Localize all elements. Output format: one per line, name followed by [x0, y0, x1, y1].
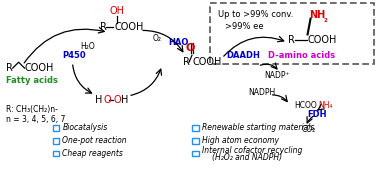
Text: H: H — [121, 95, 129, 105]
Text: NH₄: NH₄ — [319, 101, 333, 110]
Text: NADPH: NADPH — [248, 89, 275, 98]
Text: D-amino acids: D-amino acids — [268, 51, 335, 60]
Text: R: R — [183, 57, 190, 67]
Text: R: R — [6, 63, 12, 73]
Text: R: R — [100, 22, 107, 32]
Text: COOH: COOH — [25, 63, 54, 73]
Text: One-pot reaction: One-pot reaction — [62, 136, 127, 145]
Text: H: H — [95, 95, 103, 105]
Text: COOH: COOH — [193, 57, 222, 67]
Text: COOH: COOH — [114, 22, 144, 32]
Bar — [53, 125, 59, 131]
Text: CO₂: CO₂ — [302, 125, 316, 134]
Bar — [53, 150, 59, 156]
Text: High atom economy: High atom economy — [202, 136, 279, 145]
Text: NADP⁺: NADP⁺ — [265, 71, 290, 80]
Text: (H₂O₂ and NADPH): (H₂O₂ and NADPH) — [212, 153, 282, 162]
Bar — [192, 150, 199, 156]
Text: HAO: HAO — [168, 38, 189, 47]
Text: OH: OH — [110, 6, 125, 16]
Text: >99% ee: >99% ee — [225, 22, 263, 31]
Text: Fatty acids: Fatty acids — [6, 76, 57, 85]
Text: DAADH: DAADH — [226, 51, 260, 60]
Text: HCOO: HCOO — [294, 101, 318, 110]
Text: R: R — [288, 35, 294, 45]
Text: Biocatalysis: Biocatalysis — [62, 123, 108, 132]
Text: O: O — [113, 95, 121, 105]
Text: R: CH₃(CH₂)n-: R: CH₃(CH₂)n- — [6, 105, 57, 114]
Text: n = 3, 4, 5, 6, 7: n = 3, 4, 5, 6, 7 — [6, 115, 65, 124]
Text: NH: NH — [310, 10, 326, 20]
Bar — [192, 138, 199, 144]
Text: COOH: COOH — [308, 35, 337, 45]
Text: Cheap reagents: Cheap reagents — [62, 149, 123, 158]
Text: P450: P450 — [62, 51, 86, 60]
Text: Up to >99% conv.: Up to >99% conv. — [218, 10, 293, 19]
Text: FDH: FDH — [308, 110, 327, 119]
Text: H₂O: H₂O — [81, 42, 95, 51]
Text: O₂: O₂ — [152, 34, 161, 43]
Text: O: O — [185, 43, 194, 53]
Text: ₂: ₂ — [324, 15, 327, 24]
Text: Renewable starting materials: Renewable starting materials — [202, 123, 314, 132]
Text: Internal cofactor recycling: Internal cofactor recycling — [202, 146, 302, 155]
Bar — [192, 125, 199, 131]
FancyBboxPatch shape — [210, 3, 374, 64]
Bar — [53, 138, 59, 144]
Text: O: O — [103, 95, 111, 105]
